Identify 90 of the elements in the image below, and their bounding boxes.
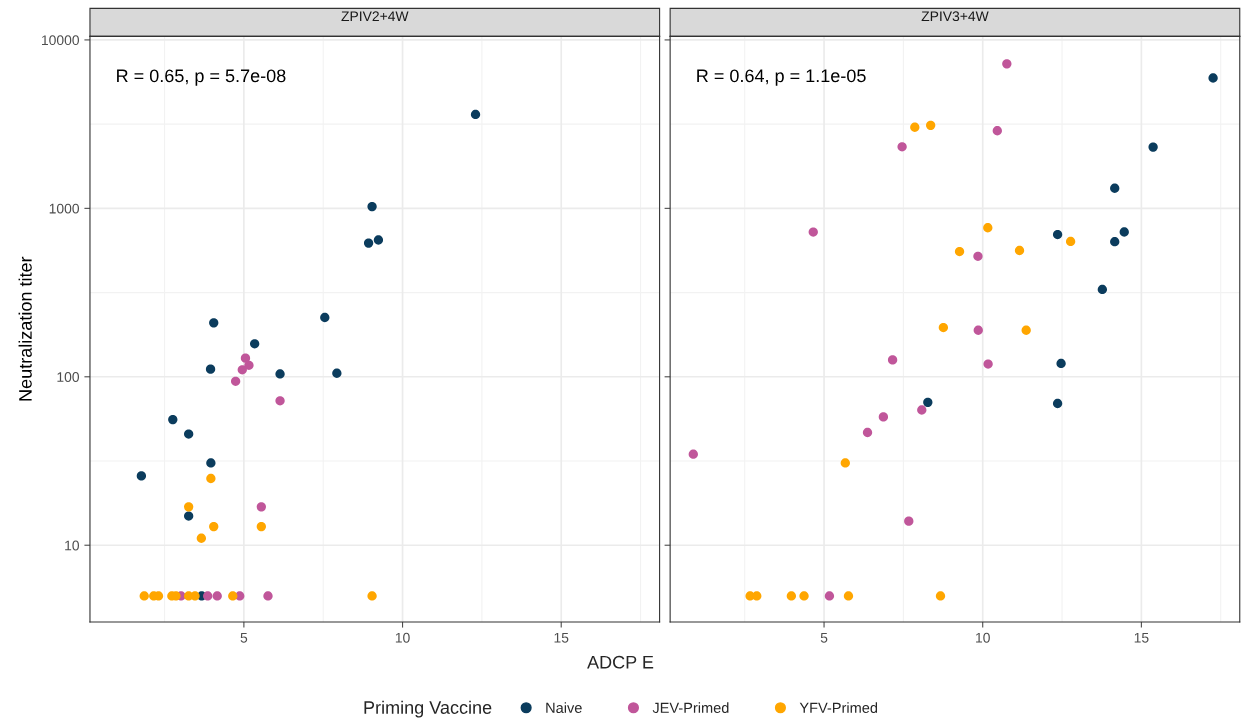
point xyxy=(136,471,147,481)
point xyxy=(209,521,219,532)
x-tick-label: 10 xyxy=(395,632,410,643)
point xyxy=(786,591,797,601)
point xyxy=(250,339,260,349)
point xyxy=(862,427,873,438)
point xyxy=(212,591,222,601)
x-tick-label: 5 xyxy=(820,632,828,643)
point xyxy=(799,591,809,601)
point xyxy=(752,591,762,601)
point xyxy=(992,126,1002,136)
x-tick-label: 15 xyxy=(554,632,569,643)
point xyxy=(237,365,247,375)
point xyxy=(230,376,241,386)
point xyxy=(196,533,207,543)
y-tick-label: 10000 xyxy=(42,35,80,46)
annotation: R = 0.64, p = 1.1e-05 xyxy=(697,69,866,86)
point xyxy=(209,318,219,328)
point xyxy=(263,591,273,601)
point xyxy=(973,325,983,335)
x-tick-label: 15 xyxy=(1134,632,1149,643)
point xyxy=(910,122,920,132)
point xyxy=(373,235,384,245)
point xyxy=(1065,236,1076,247)
point xyxy=(1014,245,1025,256)
point xyxy=(190,591,200,601)
point xyxy=(897,142,907,152)
y-tick-label: 10 xyxy=(65,540,80,551)
point xyxy=(184,502,194,512)
point xyxy=(184,511,194,521)
point xyxy=(332,368,342,378)
legend-label: YFV-Primed xyxy=(799,702,878,714)
point xyxy=(168,414,178,425)
point xyxy=(1110,183,1120,193)
point xyxy=(205,364,216,374)
point xyxy=(954,246,965,257)
point xyxy=(688,449,698,459)
point xyxy=(887,355,898,365)
point xyxy=(935,591,946,601)
point xyxy=(983,359,993,369)
point xyxy=(878,412,889,422)
point xyxy=(228,591,238,601)
y-tick-label: 1000 xyxy=(49,203,80,214)
point xyxy=(1021,325,1031,335)
point xyxy=(367,201,377,212)
point xyxy=(926,120,936,131)
point xyxy=(983,223,993,233)
x-axis-title: ADCP E xyxy=(587,655,654,669)
point xyxy=(139,591,149,601)
legend-label: Naive xyxy=(546,702,582,714)
point xyxy=(1208,73,1218,83)
point xyxy=(244,360,254,370)
point xyxy=(904,516,914,526)
point xyxy=(320,312,330,323)
point xyxy=(1052,398,1063,409)
point xyxy=(470,109,481,120)
point xyxy=(1002,59,1012,69)
point xyxy=(256,502,266,512)
y-tick-label: 100 xyxy=(57,372,80,382)
chart-title: ZPIV2+4W xyxy=(341,11,409,21)
point xyxy=(275,396,285,406)
legend-title: Priming Vaccine xyxy=(364,700,492,718)
x-tick-label: 10 xyxy=(976,632,990,643)
point xyxy=(923,397,933,408)
point xyxy=(275,369,285,379)
point xyxy=(938,322,949,333)
point xyxy=(184,429,194,439)
point xyxy=(1110,237,1120,247)
point xyxy=(1056,358,1066,369)
point xyxy=(203,591,213,601)
point xyxy=(1097,284,1108,295)
point xyxy=(843,591,854,601)
point xyxy=(1148,142,1158,152)
point xyxy=(363,238,374,248)
point xyxy=(917,405,927,415)
legend-label: JEV-Primed xyxy=(652,702,729,714)
point xyxy=(808,227,818,237)
point xyxy=(1119,227,1129,237)
point xyxy=(840,458,850,468)
y-axis-title: Neutralization titer xyxy=(18,256,32,401)
point xyxy=(256,521,266,532)
point xyxy=(973,251,983,261)
annotation: R = 0.65, p = 5.7e-08 xyxy=(117,69,286,86)
point xyxy=(206,458,216,468)
chart-title: ZPIV3+4W xyxy=(921,11,989,22)
point xyxy=(1052,229,1063,240)
point xyxy=(206,473,216,484)
point xyxy=(824,591,835,601)
point xyxy=(367,591,377,601)
x-tick-label: 5 xyxy=(240,632,248,643)
